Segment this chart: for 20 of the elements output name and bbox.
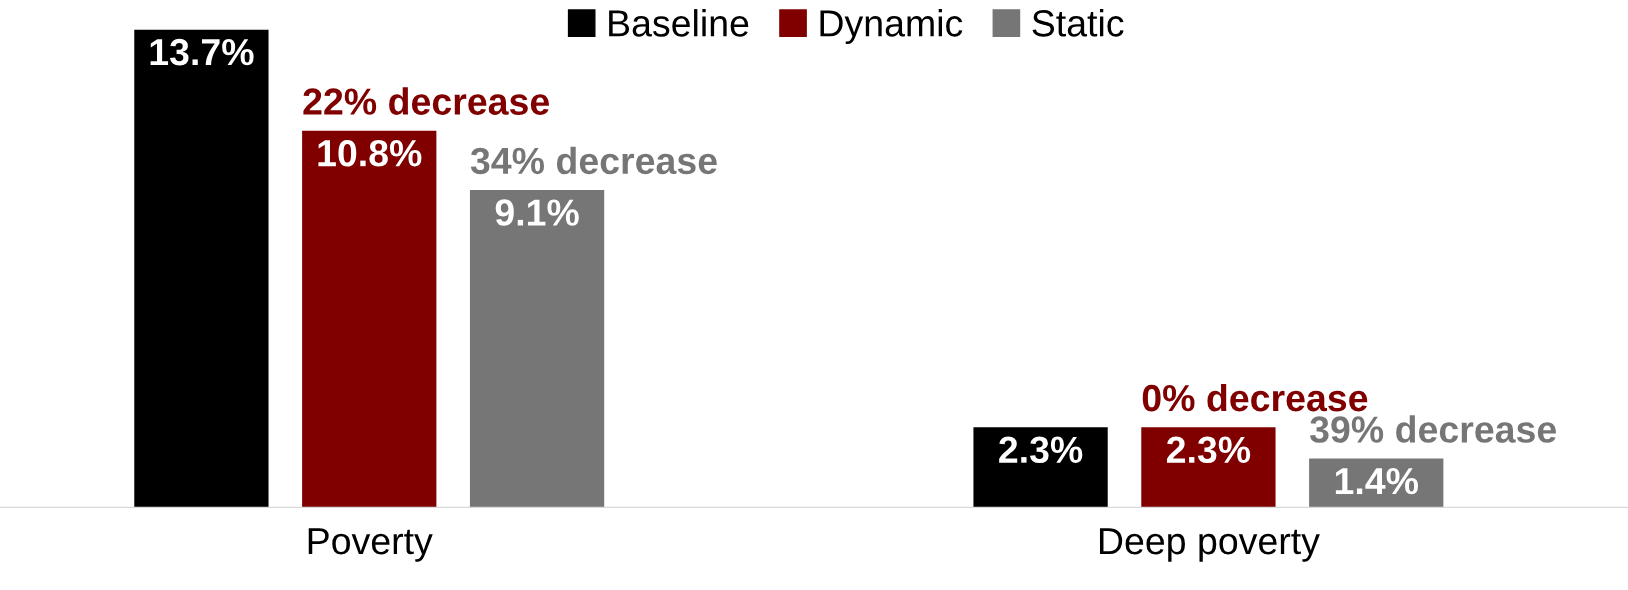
data-label: 2.3% (999, 436, 1083, 464)
annotation: 22% decrease (303, 87, 549, 115)
data-label: 13.7% (150, 38, 254, 66)
data-label: 2.3% (1166, 436, 1251, 464)
bar (1141, 427, 1276, 508)
bar (134, 29, 269, 508)
legend-label: Baseline (609, 9, 749, 37)
annotation: 0% decrease (1142, 383, 1368, 412)
data-label: 10.8% (318, 139, 422, 167)
data-label: 9.1% (495, 199, 579, 226)
data-label: 1.4% (1335, 467, 1418, 495)
legend-label: Static (1032, 9, 1124, 37)
x-tick-label: Deep poverty (1099, 528, 1320, 562)
x-tick-label: Poverty (308, 528, 433, 562)
bar (302, 130, 437, 508)
legend-label: Dynamic (820, 9, 963, 45)
annotation: 34% decrease (470, 146, 717, 175)
bar (469, 189, 605, 508)
annotation: 39% decrease (1309, 415, 1556, 443)
bar (973, 427, 1108, 508)
